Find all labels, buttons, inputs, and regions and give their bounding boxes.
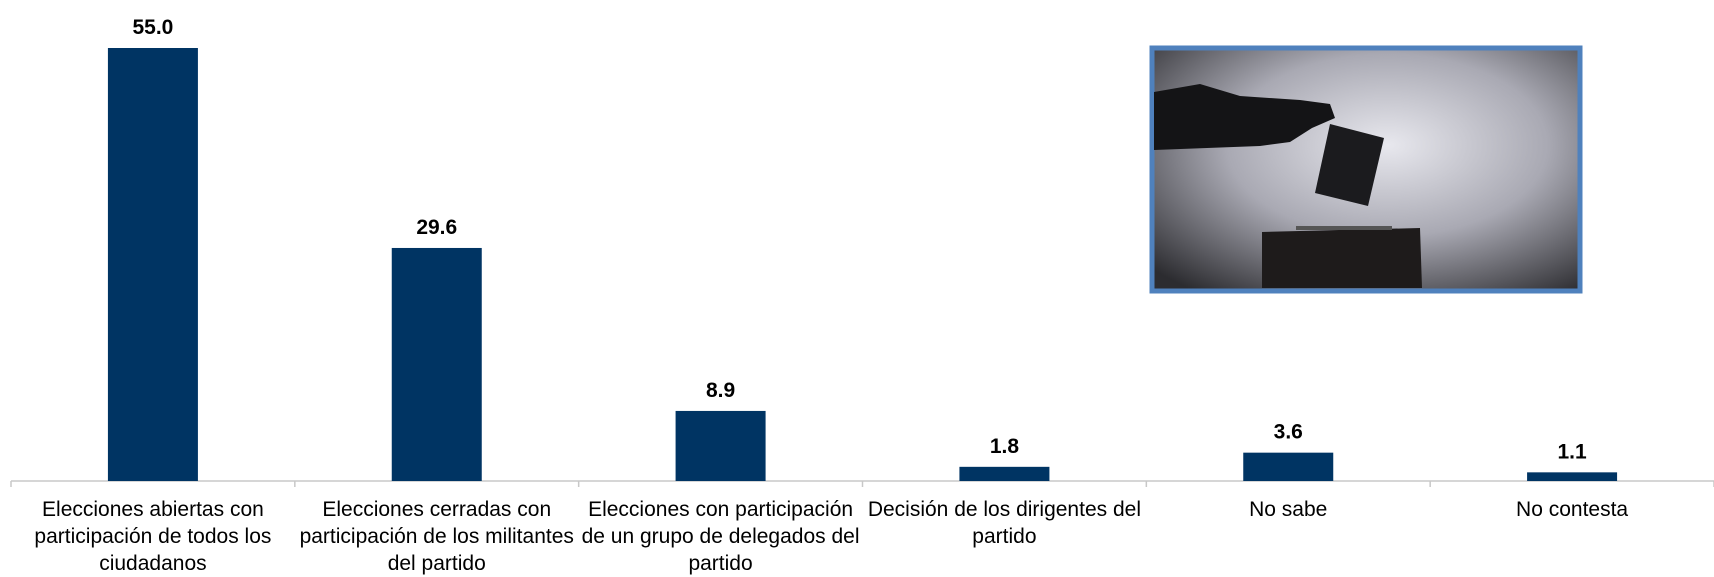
value-label: 1.8 — [990, 435, 1020, 458]
bar — [1527, 472, 1618, 481]
bar — [391, 247, 482, 481]
value-label: 1.1 — [1557, 440, 1587, 463]
x-tick-label: Decisión de los dirigentes del partido — [867, 498, 1141, 548]
value-label: 29.6 — [416, 216, 457, 239]
bar — [959, 466, 1050, 481]
x-tick-label: Elecciones con participación de un grupo… — [581, 498, 860, 575]
photo-box — [1262, 228, 1422, 288]
photo-ballot — [1315, 124, 1384, 206]
photo-arm — [1154, 84, 1335, 150]
bar — [107, 48, 198, 481]
value-label: 55.0 — [132, 16, 173, 39]
photo — [1149, 45, 1583, 294]
photo-slot — [1296, 226, 1392, 230]
bar — [1243, 452, 1334, 481]
x-tick-label: Elecciones abiertas con participación de… — [34, 498, 272, 575]
x-tick-label: No contesta — [1516, 498, 1629, 521]
value-label: 8.9 — [706, 379, 735, 402]
x-tick-label: Elecciones cerradas con participación de… — [299, 498, 574, 575]
bar — [675, 410, 766, 481]
value-label: 3.6 — [1274, 421, 1303, 444]
x-tick-label: No sabe — [1249, 498, 1328, 521]
